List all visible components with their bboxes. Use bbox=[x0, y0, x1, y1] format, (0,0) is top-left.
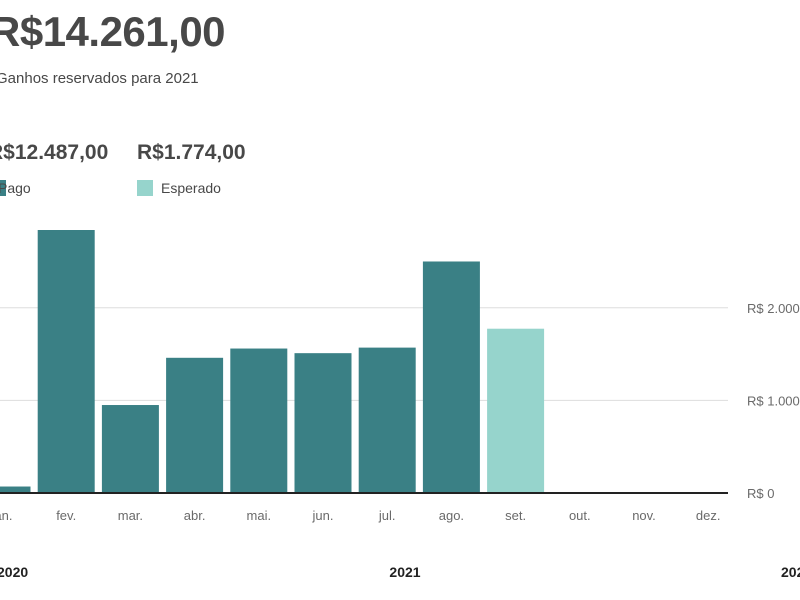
year-label: 2021 bbox=[389, 564, 420, 580]
x-tick-label: dez. bbox=[696, 508, 721, 523]
x-tick-label: nov. bbox=[632, 508, 656, 523]
paid-bar bbox=[422, 261, 480, 493]
x-tick-label: out. bbox=[569, 508, 591, 523]
x-tick-label: jan. bbox=[0, 508, 12, 523]
paid-bar bbox=[166, 357, 224, 493]
expected-bar bbox=[487, 328, 545, 493]
paid-bar bbox=[294, 353, 352, 493]
x-tick-label: fev. bbox=[56, 508, 76, 523]
paid-bar bbox=[358, 347, 416, 493]
x-tick-label: jul. bbox=[378, 508, 396, 523]
year-label: 2022 bbox=[781, 564, 800, 580]
earnings-subtitle: Ganhos reservados para 2021 bbox=[0, 70, 199, 87]
paid-bar bbox=[101, 405, 159, 493]
total-earnings: R$14.261,00 bbox=[0, 8, 226, 55]
x-tick-label: ago. bbox=[439, 508, 464, 523]
y-tick-label: R$ 2.000 bbox=[747, 301, 800, 316]
x-tick-label: mar. bbox=[118, 508, 143, 523]
y-tick-label: R$ 0 bbox=[747, 486, 774, 501]
paid-bar bbox=[230, 348, 288, 493]
x-tick-label: jun. bbox=[312, 508, 334, 523]
expected-legend-label: Esperado bbox=[161, 180, 221, 196]
x-tick-label: set. bbox=[505, 508, 526, 523]
y-tick-label: R$ 1.000 bbox=[747, 393, 800, 408]
x-tick-label: mai. bbox=[247, 508, 272, 523]
paid-legend-swatch bbox=[0, 180, 6, 196]
paid-amount: R$12.487,00 bbox=[0, 141, 109, 164]
x-tick-label: abr. bbox=[184, 508, 206, 523]
expected-amount: R$1.774,00 bbox=[137, 141, 246, 164]
paid-legend-label: Pago bbox=[0, 180, 31, 196]
expected-legend-swatch bbox=[137, 180, 153, 196]
paid-bar bbox=[37, 230, 95, 493]
year-label: 2020 bbox=[0, 564, 28, 580]
paid-bar bbox=[0, 486, 31, 493]
